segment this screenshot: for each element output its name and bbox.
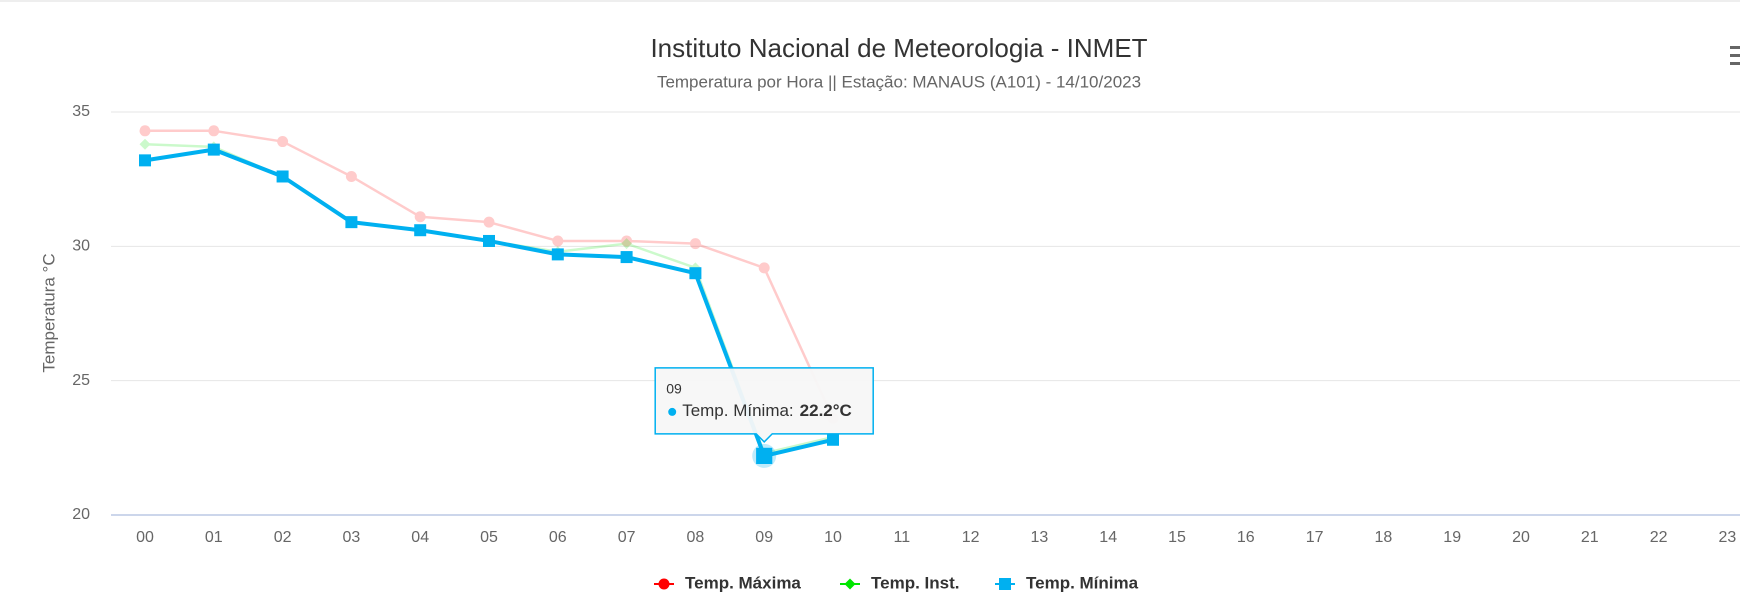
- x-tick-label: 03: [343, 529, 361, 546]
- point: [483, 234, 495, 247]
- x-tick-label: 07: [618, 529, 636, 546]
- y-tick-label: 20: [72, 506, 90, 523]
- point: [621, 238, 633, 250]
- point: [758, 262, 770, 274]
- x-tick-label: 17: [1306, 529, 1324, 546]
- x-tick-label: 18: [1375, 529, 1393, 546]
- legend-item[interactable]: Temp. Mínima: [995, 573, 1139, 592]
- point: [276, 170, 289, 183]
- chart-subtitle: Temperatura por Hora || Estação: MANAUS …: [657, 72, 1141, 91]
- x-tick-label: 12: [962, 529, 980, 546]
- y-axis-title: Temperatura °C: [39, 253, 58, 372]
- point: [483, 216, 495, 228]
- point: [139, 125, 151, 137]
- tooltip-value: 22.2°C: [800, 401, 852, 420]
- x-tick-label: 11: [893, 529, 910, 546]
- tooltip-label: Temp. Mínima:: [682, 401, 793, 420]
- x-tick-label: 04: [411, 529, 429, 546]
- x-tick-label: 08: [687, 529, 705, 546]
- tooltip-title: 09: [666, 381, 682, 397]
- legend-item[interactable]: Temp. Máxima: [654, 573, 801, 592]
- legend-item[interactable]: Temp. Inst.: [840, 573, 959, 592]
- point: [414, 224, 427, 237]
- point: [414, 211, 426, 223]
- point: [756, 447, 773, 464]
- series: [139, 143, 839, 468]
- x-tick-label: 05: [480, 529, 498, 546]
- legend-label: Temp. Mínima: [1026, 573, 1139, 592]
- x-tick-label: 01: [205, 529, 223, 546]
- point: [827, 433, 839, 446]
- x-tick-label: 23: [1719, 529, 1737, 546]
- x-tick-label: 06: [549, 529, 567, 546]
- x-tick-label: 16: [1237, 529, 1255, 546]
- y-tick-label: 35: [72, 103, 90, 120]
- point: [551, 248, 564, 261]
- menu-icon[interactable]: [1730, 46, 1740, 65]
- x-tick-label: 15: [1168, 529, 1186, 546]
- point: [207, 143, 220, 156]
- tooltip-text: Temp. Mínima: 22.2°C: [682, 401, 852, 420]
- x-tick-label: 14: [1099, 529, 1117, 546]
- point: [345, 170, 357, 182]
- legend-marker: [658, 578, 670, 590]
- tooltip-box: [654, 367, 874, 443]
- series-line: [145, 129, 835, 419]
- y-tick-label: 25: [72, 372, 90, 389]
- x-tick-label: 22: [1650, 529, 1668, 546]
- legend-label: Temp. Máxima: [685, 573, 801, 592]
- point: [620, 251, 633, 264]
- x-tick-label: 13: [1031, 529, 1049, 546]
- y-tick-label: 30: [72, 238, 90, 255]
- x-tick-label: 09: [755, 529, 773, 546]
- x-tick-label: 21: [1581, 529, 1599, 546]
- point: [621, 235, 633, 247]
- x-tick-label: 00: [136, 529, 154, 546]
- legend-marker: [844, 578, 856, 590]
- legend-marker: [999, 578, 1011, 590]
- x-tick-label: 02: [274, 529, 292, 546]
- x-tick-label: 19: [1443, 529, 1461, 546]
- legend-label: Temp. Inst.: [871, 573, 959, 592]
- tooltip-dot: [668, 407, 677, 416]
- point: [277, 136, 289, 148]
- chart-title: Instituto Nacional de Meteorologia - INM…: [650, 33, 1147, 63]
- point: [208, 125, 220, 137]
- x-tick-label: 10: [824, 529, 842, 546]
- point: [689, 267, 702, 280]
- point: [139, 138, 151, 150]
- point: [689, 238, 701, 250]
- point: [552, 235, 564, 247]
- point: [139, 154, 151, 167]
- x-tick-label: 20: [1512, 529, 1530, 546]
- point: [345, 216, 358, 229]
